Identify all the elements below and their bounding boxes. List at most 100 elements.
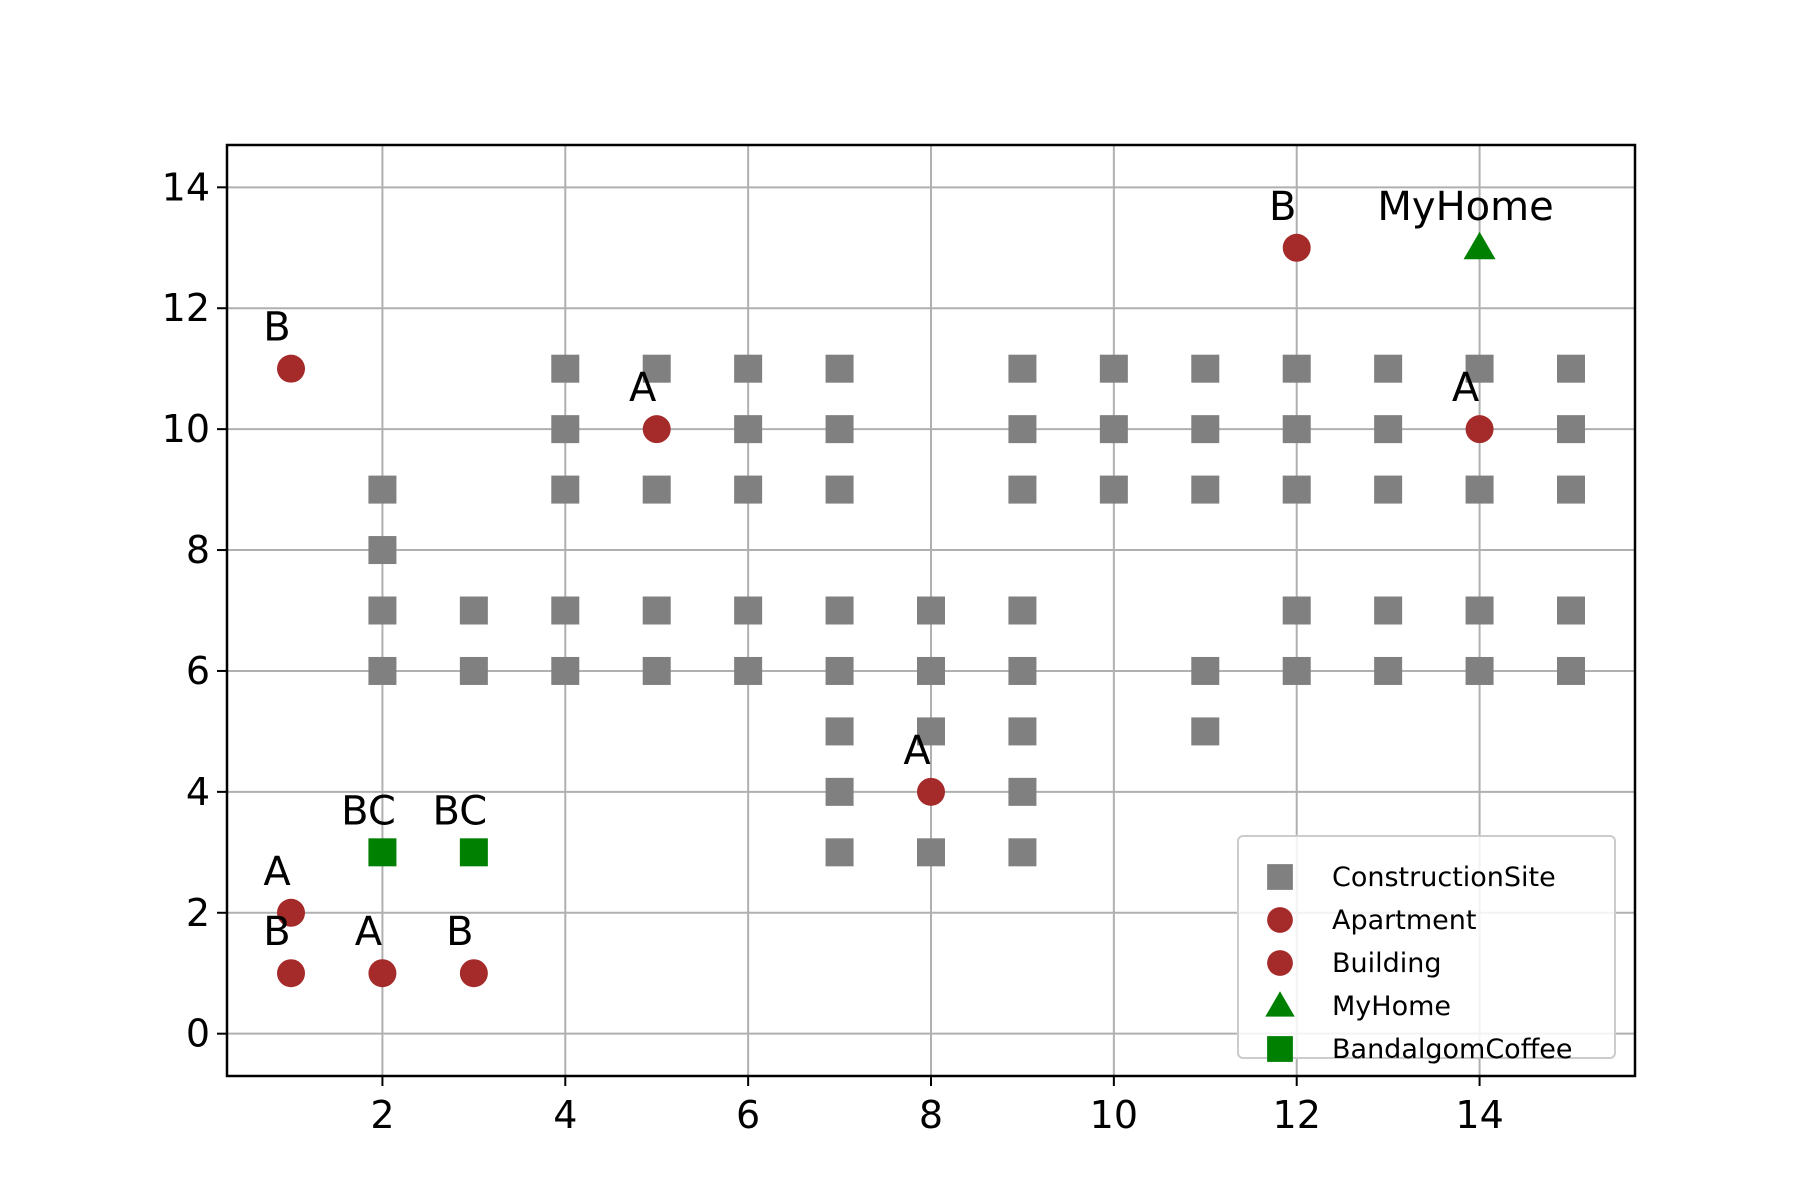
point-label: A: [263, 849, 291, 895]
construction-site-marker: [917, 717, 945, 746]
apartment-marker: [642, 415, 671, 444]
legend-label: BandalgomCoffee: [1332, 1034, 1573, 1065]
construction-site-marker: [825, 717, 854, 746]
construction-site-marker: [551, 475, 580, 504]
construction-site-marker: [1374, 596, 1403, 625]
construction-site-marker: [734, 596, 763, 625]
construction-site-marker: [1191, 475, 1220, 504]
construction-site-marker: [368, 596, 397, 625]
construction-site-marker: [825, 354, 854, 383]
point-label: BC: [341, 788, 396, 834]
plot-frame: [225, 143, 1637, 1078]
apartment-marker: [1465, 415, 1494, 444]
construction-site-marker: [1557, 354, 1585, 383]
construction-site-marker: [1191, 415, 1220, 444]
construction-site-marker: [551, 596, 580, 625]
x-tick-label: 8: [919, 1093, 943, 1137]
y-tick-label: 2: [186, 891, 210, 935]
legend-box: [1237, 835, 1616, 1059]
construction-site-marker: [1374, 415, 1403, 444]
building-marker: [1282, 233, 1311, 262]
construction-site-marker: [825, 415, 854, 444]
construction-site-marker: [1557, 475, 1585, 504]
construction-site-marker: [825, 838, 854, 867]
construction-site-marker: [551, 354, 580, 383]
construction-site-marker: [1282, 415, 1311, 444]
construction-site-marker: [734, 656, 763, 685]
construction-site-marker: [1465, 475, 1494, 504]
apartment-marker: [368, 959, 397, 988]
legend-label: Apartment: [1332, 905, 1476, 936]
y-tick-label: 14: [162, 165, 210, 209]
legend-marker: [1267, 1036, 1293, 1062]
construction-site-marker: [642, 596, 671, 625]
legend-label: ConstructionSite: [1332, 862, 1556, 893]
bandalgom-coffee-marker: [368, 838, 397, 867]
y-tick-label: 4: [186, 770, 210, 814]
construction-site-marker: [917, 596, 945, 625]
construction-site-marker: [1557, 415, 1585, 444]
construction-site-marker: [825, 777, 854, 806]
construction-site-marker: [368, 536, 397, 565]
construction-site-marker: [551, 656, 580, 685]
construction-site-marker: [1282, 656, 1311, 685]
construction-site-marker: [917, 838, 945, 867]
construction-site-marker: [825, 475, 854, 504]
construction-site-marker: [1008, 415, 1037, 444]
y-tick-label: 10: [162, 407, 210, 451]
building-marker: [277, 959, 305, 988]
x-tick-label: 12: [1273, 1093, 1321, 1137]
construction-site-marker: [1099, 475, 1128, 504]
point-label: B: [1269, 184, 1296, 230]
x-tick-label: 4: [553, 1093, 577, 1137]
construction-site-marker: [1465, 354, 1494, 383]
y-tick-label: 8: [186, 528, 210, 572]
construction-site-marker: [734, 415, 763, 444]
legend-marker: [1267, 864, 1293, 890]
legend-label: MyHome: [1332, 991, 1451, 1022]
construction-site-marker: [825, 656, 854, 685]
y-tick-label: 0: [186, 1012, 210, 1056]
point-label: A: [1452, 365, 1480, 411]
construction-site-marker: [734, 475, 763, 504]
construction-site-marker: [734, 354, 763, 383]
construction-site-marker: [1191, 354, 1220, 383]
construction-site-marker: [459, 596, 488, 625]
construction-site-marker: [1008, 596, 1037, 625]
legend-marker: [1265, 991, 1295, 1017]
construction-site-marker: [1557, 656, 1585, 685]
construction-site-marker: [825, 596, 854, 625]
construction-site-marker: [1008, 777, 1037, 806]
construction-site-marker: [1191, 717, 1220, 746]
construction-site-marker: [551, 415, 580, 444]
x-tick-label: 10: [1090, 1093, 1138, 1137]
data-points: [277, 231, 1585, 988]
construction-site-marker: [917, 656, 945, 685]
point-label: B: [446, 909, 473, 955]
point-label: B: [263, 909, 290, 955]
construction-site-marker: [1465, 596, 1494, 625]
construction-site-marker: [1008, 475, 1037, 504]
legend: ConstructionSite Apartment Building MyHome B…: [1237, 835, 1616, 1065]
bandalgom-coffee-marker: [459, 838, 488, 867]
y-tick-label: 12: [162, 286, 210, 330]
point-label: A: [355, 909, 383, 955]
construction-site-marker: [642, 475, 671, 504]
building-marker: [459, 959, 488, 988]
construction-site-marker: [1282, 475, 1311, 504]
point-label: B: [263, 305, 290, 351]
legend-marker: [1267, 950, 1293, 976]
construction-site-marker: [1374, 475, 1403, 504]
x-tick-label: 14: [1455, 1093, 1503, 1137]
construction-site-marker: [1557, 596, 1585, 625]
x-tick-label: 2: [370, 1093, 394, 1137]
construction-site-marker: [1099, 354, 1128, 383]
construction-site-marker: [1374, 656, 1403, 685]
construction-site-marker: [1191, 656, 1220, 685]
construction-site-marker: [1008, 717, 1037, 746]
x-tick-label: 6: [736, 1093, 760, 1137]
construction-site-marker: [642, 354, 671, 383]
point-label: BC: [433, 788, 488, 834]
